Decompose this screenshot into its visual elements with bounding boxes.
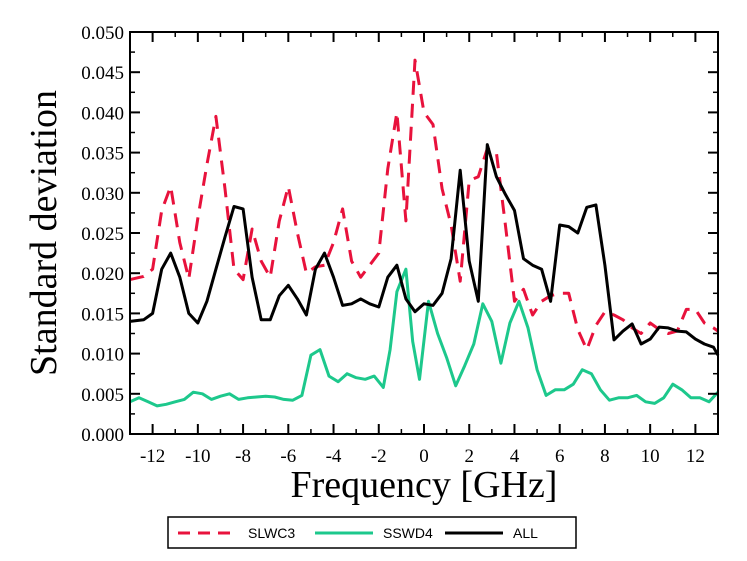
x-tick-label: -6 (280, 446, 296, 467)
x-tick-label: -10 (185, 446, 210, 467)
y-tick-label: 0.015 (81, 304, 124, 325)
x-tick-label: 4 (510, 446, 520, 467)
series-all-line (129, 143, 720, 356)
series-slwc3-line (129, 58, 719, 352)
x-tick-label: 10 (641, 446, 660, 467)
x-tick-label: -2 (371, 446, 387, 467)
x-tick-label: 0 (419, 446, 429, 467)
x-axis-title: Frequency [GHz] (291, 464, 558, 506)
y-tick-label: 0.020 (81, 264, 124, 285)
x-tick-label: 6 (555, 446, 565, 467)
y-tick-label: 0.030 (81, 184, 124, 205)
y-tick-label: 0.040 (81, 103, 124, 124)
series-layer (129, 58, 720, 408)
plot-frame (129, 31, 719, 435)
y-tick-label: 0.035 (81, 144, 124, 165)
x-tick-label: -8 (235, 446, 251, 467)
ticks-layer: -12 -10 -8 -6 -4 -2 0 2 4 6 8 10 12 0.000 0.005 0.010 0.… (81, 23, 719, 467)
x-tick-label: 8 (600, 446, 610, 467)
y-axis-title: Standard deviation (23, 90, 65, 376)
y-tick-label: 0.025 (81, 224, 124, 245)
x-tick-label: 12 (686, 446, 705, 467)
x-tick-label: 2 (464, 446, 474, 467)
x-tick-label: -4 (326, 446, 342, 467)
legend-label-all: ALL (513, 525, 538, 541)
y-tick-label: 0.045 (81, 63, 124, 84)
legend-label-sswd4: SSWD4 (383, 525, 433, 541)
y-tick-label: 0.050 (81, 23, 124, 44)
x-tick-label: -12 (140, 446, 165, 467)
legend-label-slwc3: SLWC3 (248, 525, 295, 541)
y-tick-label: 0.000 (81, 425, 124, 446)
legend: SLWC3 SSWD4 ALL (167, 516, 577, 549)
y-tick-label: 0.005 (81, 385, 124, 406)
series-sswd4-line (129, 267, 720, 408)
y-tick-label: 0.010 (81, 345, 124, 366)
